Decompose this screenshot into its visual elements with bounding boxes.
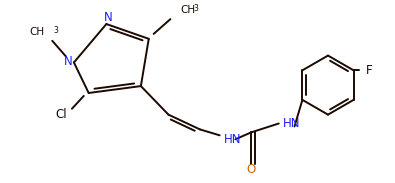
Text: 3: 3: [53, 26, 58, 35]
Text: CH: CH: [180, 5, 196, 15]
Text: HN: HN: [283, 117, 300, 130]
Text: N: N: [64, 55, 72, 68]
Text: 3: 3: [193, 4, 198, 13]
Text: HN: HN: [224, 133, 241, 146]
Text: N: N: [104, 11, 113, 24]
Text: F: F: [365, 64, 372, 77]
Text: Cl: Cl: [55, 108, 67, 121]
Text: CH: CH: [29, 27, 44, 37]
Text: O: O: [246, 163, 256, 176]
